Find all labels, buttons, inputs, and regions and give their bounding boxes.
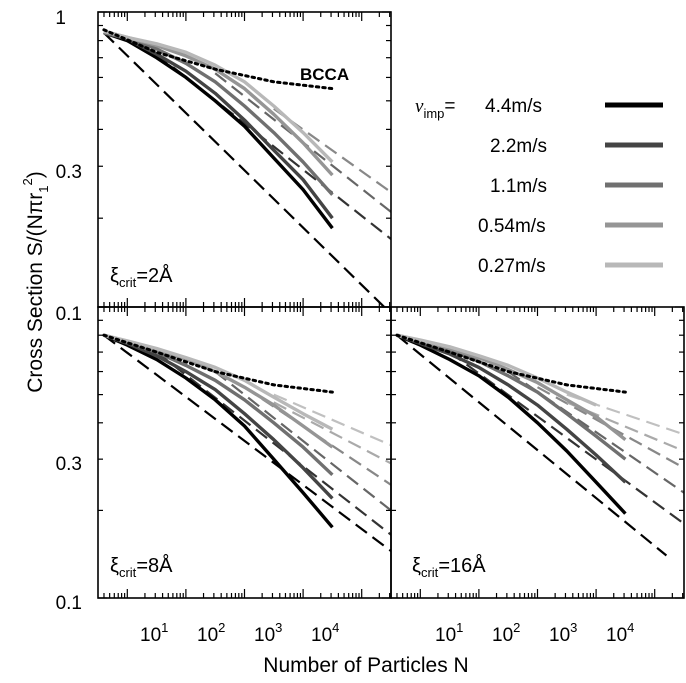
y-tick-0.1-mid: 0.1 — [56, 304, 82, 325]
x-axis-label: Number of Particles N — [263, 654, 468, 677]
panel-label-top-left: ξcrit=2Å — [110, 264, 173, 290]
legend-title: vimp= — [415, 96, 456, 121]
bcca-dotted-line — [395, 333, 627, 394]
x-ticks-left: 101 102 103 104 — [140, 620, 339, 646]
x-tick-label: 104 — [311, 620, 339, 646]
bcca-dotted-line — [102, 333, 334, 394]
x-tick-label: 101 — [435, 620, 463, 646]
y-tick-0.3-top: 0.3 — [56, 162, 82, 183]
series-line-4.4m/s — [103, 31, 334, 230]
panel-bottom-left — [97, 306, 392, 599]
legend-entry-4.4: 4.4m/s — [485, 96, 542, 117]
panel-frame — [97, 11, 392, 308]
series-line-0.27m/s — [396, 333, 597, 407]
legend: vimp= 4.4m/s 2.2m/s 1.1m/s 0.54m/s 0.27m… — [415, 96, 663, 277]
legend-entry-1.1: 1.1m/s — [490, 176, 547, 197]
series-line-4.4m/s — [103, 333, 334, 529]
legend-swatches — [605, 102, 663, 268]
series-line-0.27m/s — [103, 333, 334, 431]
reference-dashed-line — [155, 351, 391, 536]
legend-entry-0.27: 0.27m/s — [478, 256, 546, 277]
plot-area — [102, 28, 391, 307]
x-tick-label: 104 — [606, 620, 634, 646]
legend-entry-2.2: 2.2m/s — [490, 136, 547, 157]
reference-dashed-line — [103, 32, 386, 307]
reference-dashed-line — [448, 351, 684, 525]
x-tick-label: 103 — [549, 620, 577, 646]
series-line-1.1m/s — [103, 31, 334, 196]
panel-label-bottom-left: ξcrit=8Å — [110, 554, 173, 580]
plot-area — [395, 333, 684, 557]
reference-dashed-line — [273, 401, 391, 465]
reference-dashed-line — [396, 334, 668, 557]
reference-dashed-line — [273, 393, 391, 447]
plot-area — [102, 333, 391, 552]
series-line-0.27m/s — [103, 29, 334, 164]
y-tick-1-top: 1 — [55, 8, 66, 29]
reference-dashed-line — [103, 334, 391, 552]
y-tick-0.1-bottom: 0.1 — [56, 593, 82, 614]
series-line-2.2m/s — [396, 333, 627, 484]
panels-layer — [97, 11, 685, 599]
reference-dashed-line — [536, 386, 684, 469]
x-tick-label: 102 — [492, 620, 520, 646]
y-tick-0.3-bottom: 0.3 — [56, 454, 82, 475]
bcca-dotted-line — [102, 28, 334, 91]
x-ticks-right: 101 102 103 104 — [435, 620, 634, 646]
reference-dashed-line — [507, 370, 684, 494]
panel-top-left — [97, 11, 392, 308]
panel-bottom-right — [390, 306, 685, 599]
bcca-label: BCCA — [300, 65, 349, 84]
y-axis-label: Cross Section S/(Nπr12) — [20, 171, 51, 393]
reference-dashed-line — [214, 370, 391, 512]
x-tick-label: 103 — [254, 620, 282, 646]
series-line-2.2m/s — [103, 333, 334, 500]
x-tick-label: 102 — [197, 620, 225, 646]
series-line-4.4m/s — [396, 333, 627, 515]
x-tick-label: 101 — [140, 620, 168, 646]
legend-entry-0.54: 0.54m/s — [478, 216, 546, 237]
panel-label-bottom-right: ξcrit=16Å — [412, 554, 486, 580]
